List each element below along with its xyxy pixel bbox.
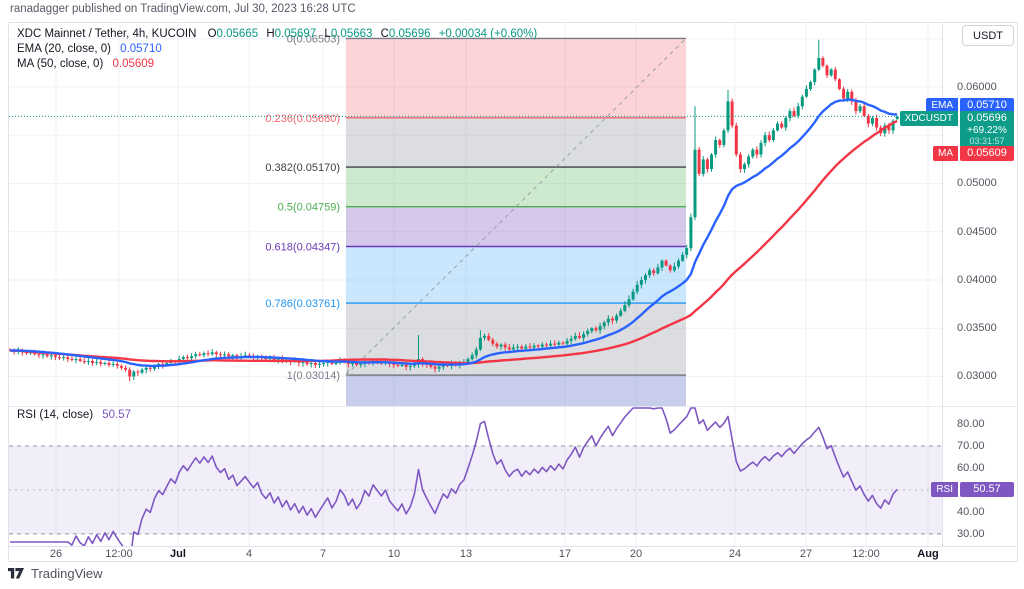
time-axis-label: 17: [558, 548, 572, 560]
fib-level-label: 1(0.03014): [287, 370, 340, 382]
price-change: +0.00034 (+0.60%): [438, 28, 538, 40]
fib-level-label: 0.382(0.05170): [265, 162, 340, 174]
fib-level-label: 0.5(0.04759): [278, 202, 340, 214]
price-axis-label: 0.03500: [957, 322, 997, 335]
price-axis-separator: [942, 23, 943, 546]
rsi-value-badge: RSI 50.57: [931, 482, 1014, 497]
price-axis-label: 0.06000: [957, 80, 997, 93]
ohlc-open: O0.05665: [207, 28, 259, 40]
time-axis-label: Aug: [917, 548, 939, 560]
ema-badge-value: 0.05710: [960, 98, 1014, 113]
ema-line: [9, 98, 898, 368]
ema-legend-row: EMA (20, close, 0) 0.05710: [17, 42, 537, 57]
fib-level-label: 0.618(0.04347): [265, 241, 340, 253]
fib-band: [346, 303, 686, 376]
fib-level-label: 0.786(0.03761): [265, 298, 340, 310]
rsi-legend-label: RSI (14, close): [17, 409, 94, 421]
publish-watermark: ranadagger published on TradingView.com,…: [10, 3, 356, 15]
ma-badge-value: 0.05609: [960, 146, 1014, 161]
symbol-legend-row: XDC Mainnet / Tether, 4h, KUCOIN O0.0566…: [17, 27, 537, 42]
last-price: 0.05696: [967, 112, 1007, 124]
rsi-axis-label: 60.00: [957, 461, 985, 474]
symbol-badge-tag: XDCUSDT: [899, 111, 958, 126]
rsi-axis-label: 30.00: [957, 527, 985, 540]
chart-widget: 0(0.06503) 0.236(0.05680) 0.382(0.05170) 0.…: [8, 22, 1018, 562]
ma-line: [9, 119, 898, 365]
bar-countdown: 03:31:57: [969, 136, 1005, 146]
time-axis-label: 7: [319, 548, 327, 560]
tradingview-logo-icon: [8, 568, 24, 579]
symbol-badge-value: 0.05696 +69.22% 03:31:57: [960, 111, 1014, 148]
fib-band: [346, 117, 686, 168]
ohlc-low: L0.05663: [324, 28, 373, 40]
ohlc-close: C0.05696: [380, 28, 431, 40]
ema-badge-tag: EMA: [926, 98, 958, 113]
chart-plot-canvas[interactable]: 0(0.06503) 0.236(0.05680) 0.382(0.05170) 0.…: [9, 23, 942, 546]
time-axis-label: 12:00: [852, 548, 880, 560]
time-axis-separator: [9, 546, 1017, 547]
rsi-axis-label: 80.00: [957, 418, 985, 431]
time-axis-label: 4: [245, 548, 253, 560]
fib-band: [346, 375, 686, 406]
ma-price-badge: MA 0.05609: [933, 146, 1014, 161]
price-axis-label: 0.04000: [957, 273, 997, 286]
fib-band: [346, 206, 686, 247]
time-axis-label: 26: [49, 548, 63, 560]
rsi-axis-label: 70.00: [957, 440, 985, 452]
ma-badge-tag: MA: [933, 146, 958, 161]
tradingview-brand-text: TradingView: [31, 566, 103, 581]
time-axis[interactable]: 26 12:00 Jul 4 7 10 13 17 20 24 27 12:00 Aug: [9, 547, 942, 563]
rsi-axis-label: 40.00: [957, 505, 985, 518]
fib-level-label: 0(0.06503): [287, 33, 340, 45]
ma-legend-row: MA (50, close, 0) 0.05609: [17, 57, 537, 72]
symbol-price-badge: XDCUSDT 0.05696 +69.22% 03:31:57: [899, 111, 1014, 148]
time-axis-label: 27: [799, 548, 813, 560]
ma-legend-value: 0.05609: [112, 58, 155, 70]
fib-band: [346, 246, 686, 304]
time-axis-label: Jul: [170, 548, 186, 560]
rsi-badge-tag: RSI: [931, 482, 958, 497]
fib-band: [346, 38, 686, 118]
change-percent: +69.22%: [967, 125, 1007, 136]
fib-trend-arrow: [345, 373, 354, 376]
symbol-title: XDC Mainnet / Tether, 4h, KUCOIN: [17, 28, 197, 40]
price-axis-label: 0.03000: [957, 370, 997, 383]
time-axis-label: 10: [387, 548, 401, 560]
fib-level-label: 0.236(0.05680): [265, 113, 340, 125]
time-axis-label: 12:00: [105, 548, 133, 560]
rsi-legend-value: 50.57: [102, 409, 132, 421]
tradingview-attribution[interactable]: TradingView: [8, 566, 103, 581]
ohlc-high: H0.05697: [266, 28, 317, 40]
rsi-badge-value: 50.57: [960, 482, 1014, 497]
currency-button[interactable]: USDT: [962, 25, 1014, 46]
fib-trend-arrow: [345, 368, 350, 376]
pane-separator[interactable]: [9, 406, 1017, 407]
time-axis-label: 20: [629, 548, 643, 560]
rsi-line: [10, 407, 898, 546]
ema-legend-value: 0.05710: [120, 43, 162, 55]
rsi-legend: RSI (14, close) 50.57: [17, 409, 131, 421]
main-legend: XDC Mainnet / Tether, 4h, KUCOIN O0.0566…: [17, 27, 537, 72]
ema-price-badge: EMA 0.05710: [926, 98, 1014, 113]
ma-legend-label: MA (50, close, 0): [17, 58, 104, 70]
price-axis-label: 0.05000: [957, 177, 997, 190]
time-axis-label: 24: [728, 548, 742, 560]
time-axis-label: 13: [459, 548, 473, 560]
price-axis-label: 0.04500: [957, 225, 997, 238]
fib-band: [346, 167, 686, 207]
ema-legend-label: EMA (20, close, 0): [17, 43, 111, 55]
price-axis[interactable]: 0.06000 0.05000 0.04500 0.04000 0.03500 0.030…: [943, 23, 1019, 546]
